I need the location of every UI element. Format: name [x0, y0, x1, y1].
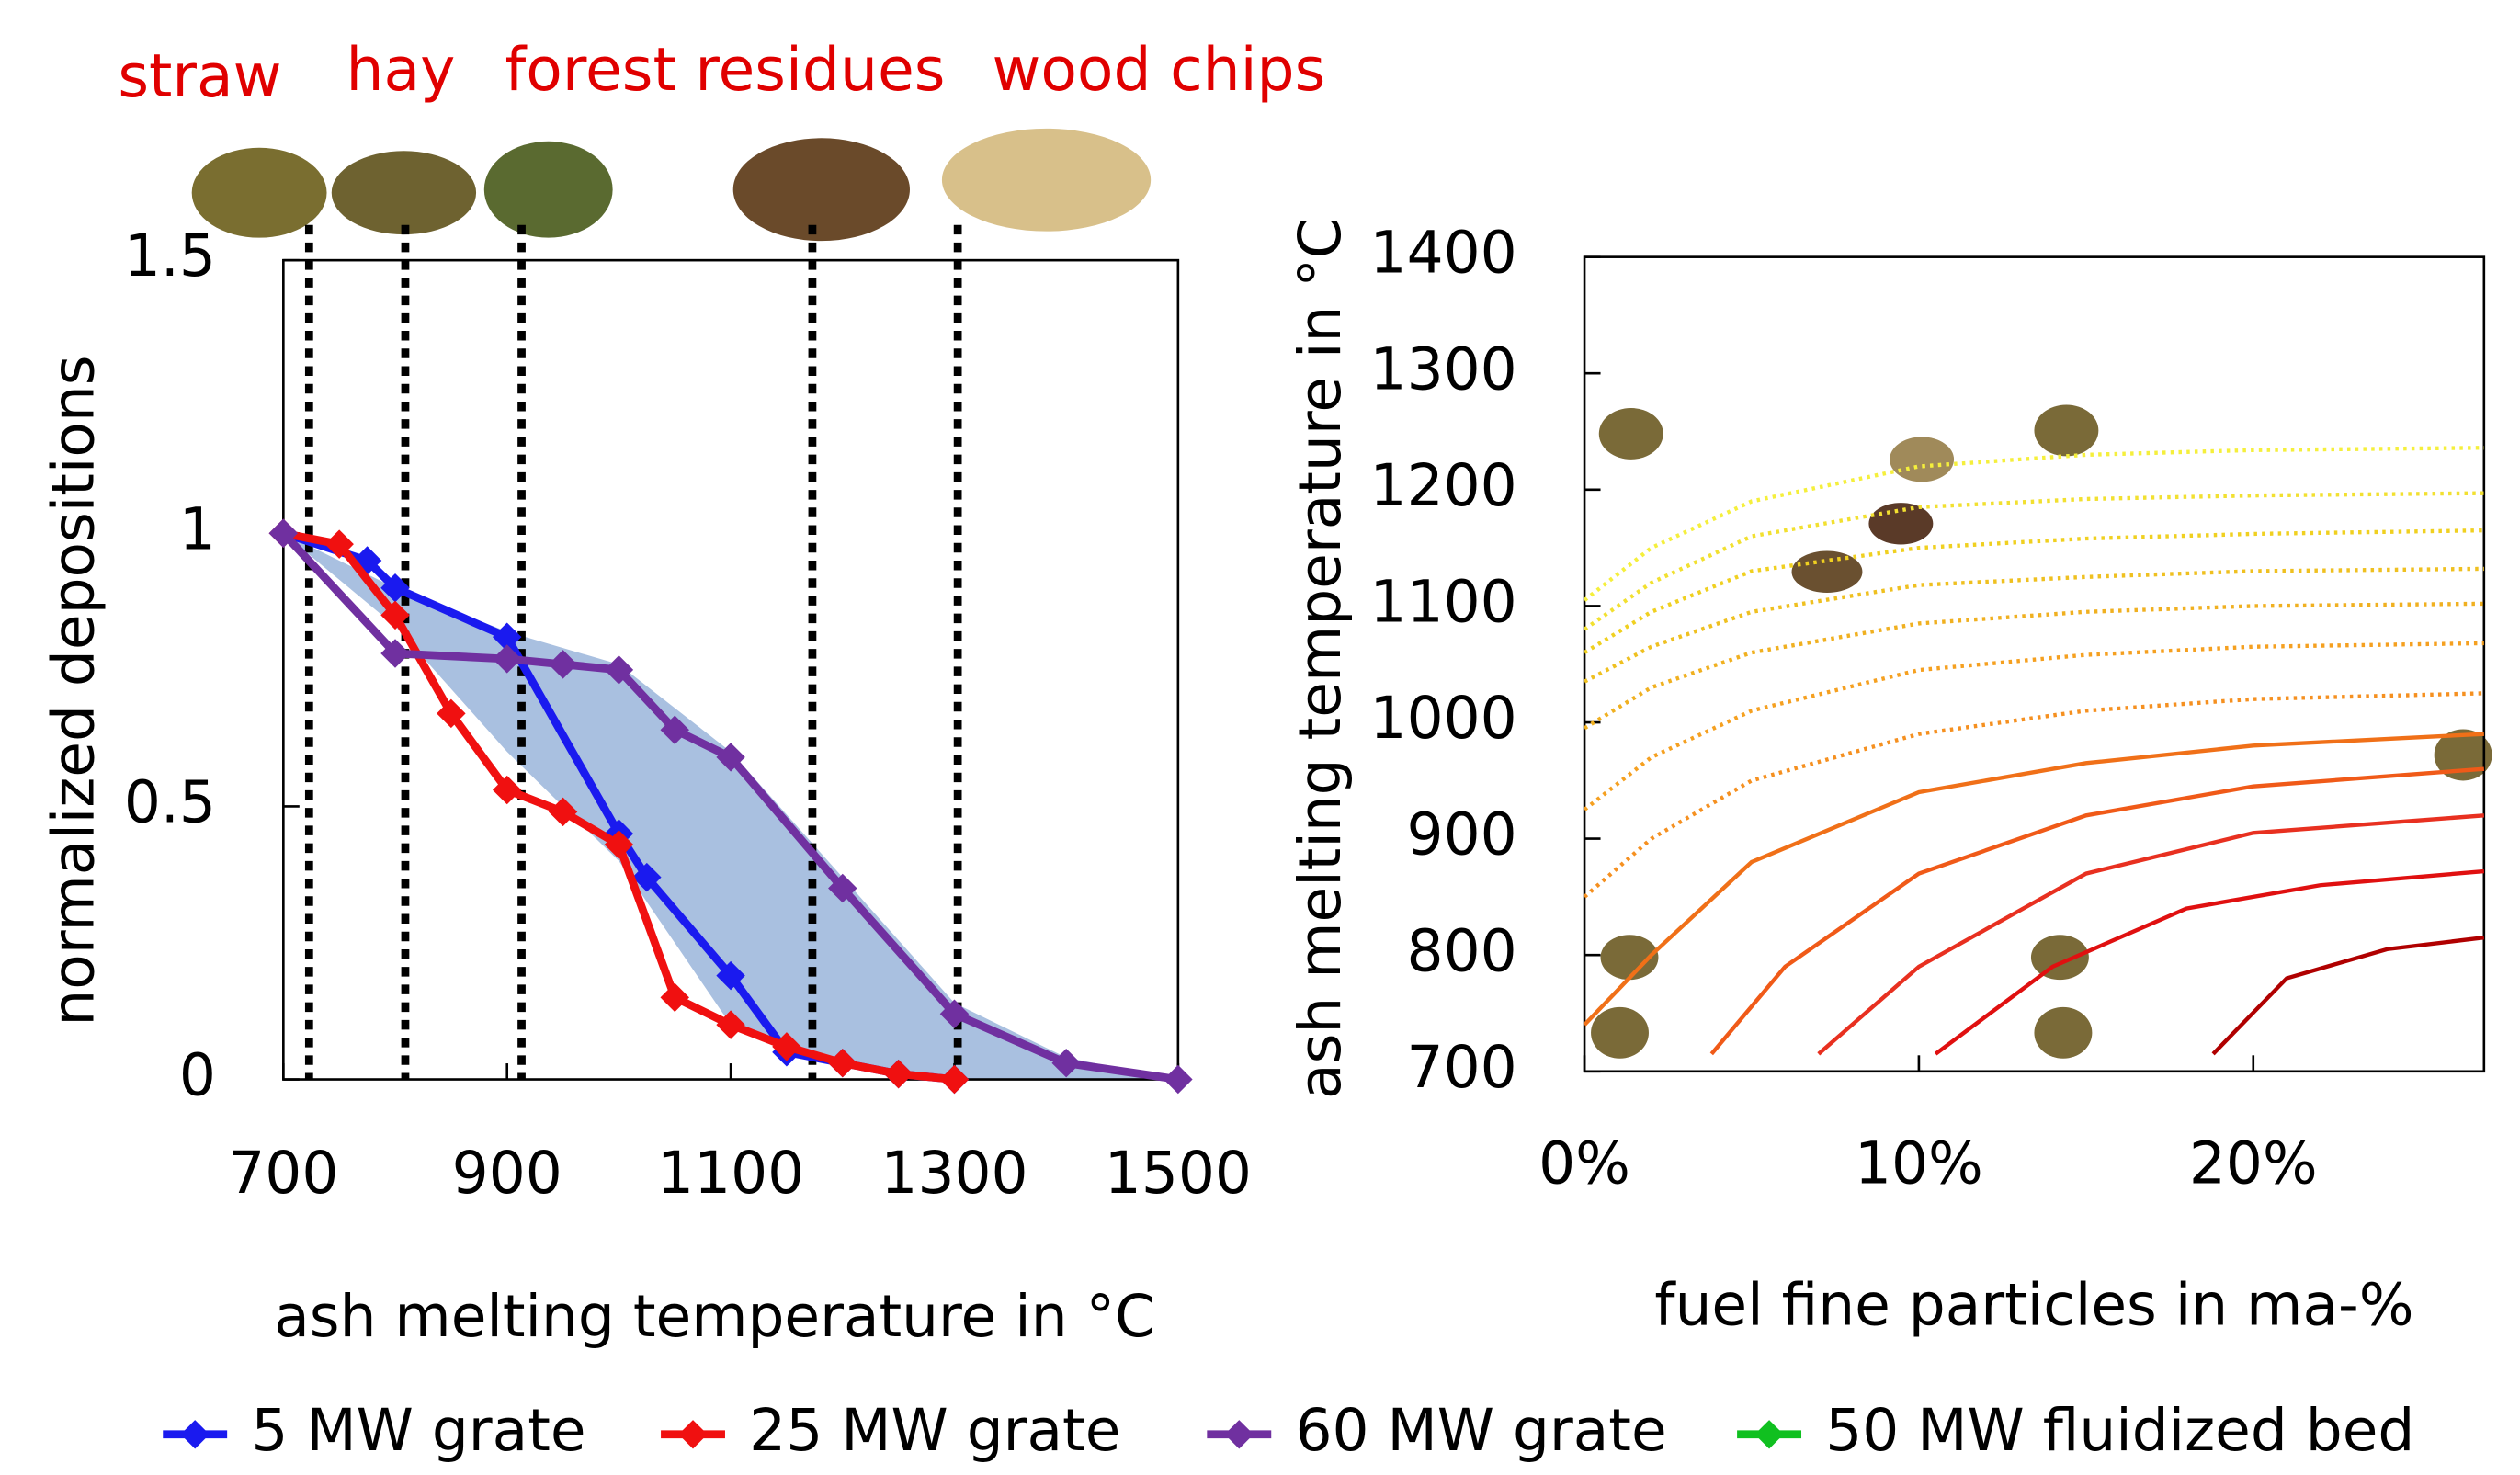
data-point — [604, 655, 634, 685]
series-line — [1817, 813, 2485, 1056]
x-tick-label: 700 — [228, 1140, 338, 1207]
data-point — [632, 862, 662, 892]
series-line — [1583, 691, 2484, 899]
data-point — [268, 518, 299, 549]
legend-label: 60 MW grate — [1295, 1397, 1666, 1464]
x-tick-label: 1500 — [1105, 1140, 1252, 1207]
y-tick-label: 1300 — [1370, 335, 1517, 403]
fuel-label: wood chips — [992, 36, 1325, 105]
data-point — [492, 775, 522, 805]
fuel-label: hay — [346, 36, 455, 105]
data-point — [604, 830, 634, 859]
plot-frame — [1583, 255, 2486, 1073]
series-line — [2211, 936, 2485, 1056]
legend-item: 50 MW fluidized bed — [1737, 1397, 2414, 1464]
legend-item: 25 MW grate — [661, 1397, 1120, 1464]
x-tick-label: 0% — [1538, 1130, 1630, 1197]
series-line — [1583, 641, 2484, 811]
y-tick-label: 700 — [1407, 1034, 1517, 1101]
x-axis-label: fuel fine particles in ma-% — [1654, 1272, 2413, 1339]
fuel-photos — [191, 128, 1152, 242]
series-line — [1583, 528, 2484, 654]
fuel-icons — [1591, 404, 2492, 1059]
y-axis-label: normalized depositions — [40, 355, 108, 1026]
data-point — [1164, 1064, 1193, 1095]
data-point — [548, 650, 578, 679]
y-tick-label: 1400 — [1370, 220, 1517, 287]
x-tick-label: 1100 — [657, 1140, 804, 1207]
fuel-label: straw — [118, 42, 281, 111]
data-point — [548, 797, 578, 827]
legend-marker — [1754, 1420, 1784, 1449]
series-line — [1584, 566, 2484, 684]
series-line — [1583, 732, 2484, 1027]
data-point — [492, 622, 522, 652]
y-tick-label: 800 — [1407, 917, 1517, 984]
legend-marker — [180, 1420, 210, 1449]
data-point — [437, 698, 466, 729]
legend-item: 5 MW grate — [163, 1397, 586, 1464]
legend-marker — [678, 1420, 708, 1449]
y-tick-label: 0.5 — [124, 768, 216, 835]
y-tick-label: 900 — [1407, 801, 1517, 868]
legend-marker — [1224, 1420, 1254, 1449]
legend-item: 60 MW grate — [1207, 1397, 1667, 1464]
y-tick-label: 1 — [179, 495, 216, 562]
legend-label: 5 MW grate — [251, 1397, 585, 1464]
series-line — [1583, 491, 2484, 631]
legend-label: 50 MW fluidized bed — [1825, 1397, 2414, 1464]
x-axis-label: ash melting temperature in °C — [274, 1283, 1155, 1350]
fuel-label: forest residues — [505, 36, 946, 105]
y-tick-label: 0 — [179, 1042, 216, 1109]
x-tick-label: 900 — [452, 1140, 562, 1207]
data-point — [660, 982, 689, 1013]
y-tick-label: 1100 — [1370, 569, 1517, 636]
x-tick-label: 1300 — [880, 1140, 1027, 1207]
x-tick-label: 20% — [2189, 1130, 2318, 1197]
data-point — [828, 873, 857, 903]
data-point — [716, 743, 745, 772]
data-point — [828, 1048, 857, 1078]
y-tick-label: 1000 — [1370, 685, 1517, 752]
y-tick-label: 1200 — [1370, 452, 1517, 519]
series-line — [1583, 446, 2484, 602]
y-axis-label: ash melting temperature in °C — [1287, 218, 1354, 1099]
legend-label: 25 MW grate — [749, 1397, 1120, 1464]
x-tick-label: 10% — [1855, 1130, 1983, 1197]
y-tick-label: 1.5 — [124, 222, 216, 289]
series-line — [1934, 868, 2485, 1056]
series-line — [1709, 766, 2485, 1056]
data-point — [324, 529, 354, 559]
data-point — [716, 960, 745, 991]
data-point — [939, 999, 970, 1028]
data-point — [492, 644, 522, 674]
shaded-area — [283, 533, 1178, 1080]
series-line — [1583, 601, 2484, 731]
